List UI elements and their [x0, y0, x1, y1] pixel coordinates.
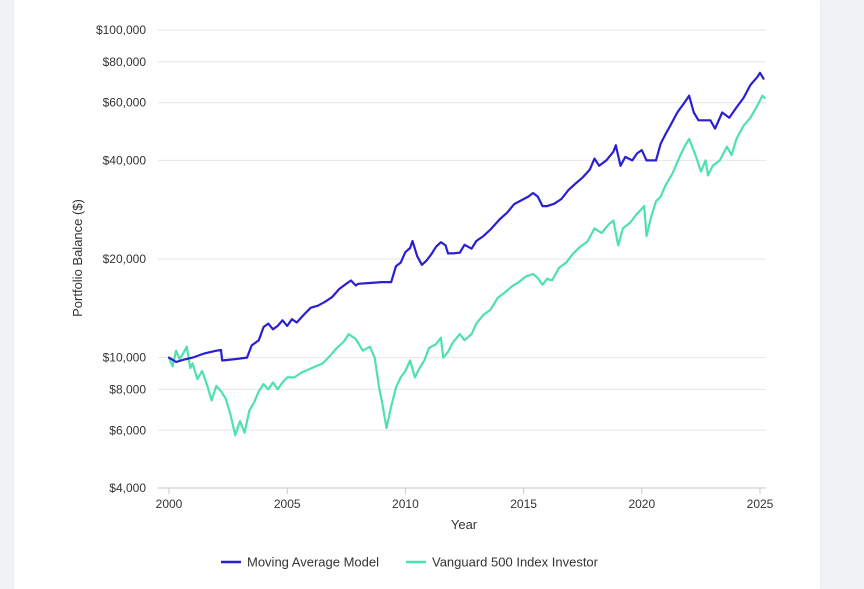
- y-tick-label: $8,000: [109, 382, 146, 396]
- y-tick-label: $80,000: [103, 55, 147, 69]
- legend-label[interactable]: Vanguard 500 Index Investor: [432, 555, 599, 570]
- grid-lines: [158, 29, 766, 431]
- legend-label[interactable]: Moving Average Model: [247, 555, 379, 570]
- series-line-2: [167, 94, 766, 437]
- series-line-1: [167, 71, 765, 364]
- y-tick-label: $6,000: [109, 423, 146, 437]
- x-tick-label: 2005: [274, 497, 301, 511]
- y-tick-label: $60,000: [103, 96, 147, 110]
- x-tick-label: 2010: [392, 497, 419, 511]
- legend: Moving Average Model Vanguard 500 Index I…: [221, 555, 599, 570]
- x-tick-label: 2020: [628, 497, 655, 511]
- x-tick-label: 2025: [747, 497, 774, 511]
- x-axis-title: Year: [451, 517, 478, 532]
- y-tick-label: $100,000: [96, 23, 146, 37]
- y-tick-label: $40,000: [103, 153, 147, 167]
- y-axis-ticks: $4,000 $6,000 $8,000 $10,000 $20,000 $40,000 $…: [96, 23, 146, 495]
- series-layer: [167, 71, 766, 437]
- chart-card: [14, 0, 820, 589]
- y-axis-title: Portfolio Balance ($): [70, 199, 85, 317]
- x-axis-ticks: 2000 2005 2010 2015 2020 2025: [156, 488, 774, 511]
- y-tick-label: $20,000: [103, 252, 147, 266]
- y-tick-label: $10,000: [103, 351, 147, 365]
- y-tick-label: $4,000: [109, 481, 146, 495]
- x-tick-label: 2000: [156, 497, 183, 511]
- x-tick-label: 2015: [510, 497, 537, 511]
